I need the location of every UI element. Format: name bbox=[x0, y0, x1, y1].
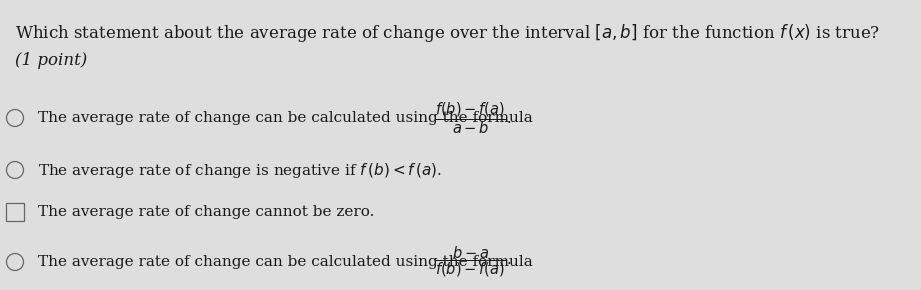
Text: $\dfrac{b-a}{f(b)-f(a)}$.: $\dfrac{b-a}{f(b)-f(a)}$. bbox=[435, 245, 511, 279]
Text: The average rate of change is negative if $f\,(b) < f\,(a)$.: The average rate of change is negative i… bbox=[38, 160, 442, 180]
Text: The average rate of change can be calculated using the formula: The average rate of change can be calcul… bbox=[38, 255, 542, 269]
Text: The average rate of change cannot be zero.: The average rate of change cannot be zer… bbox=[38, 205, 374, 219]
Text: (1 point): (1 point) bbox=[15, 52, 87, 69]
Text: $\dfrac{f(b)-f(a)}{a-b}$.: $\dfrac{f(b)-f(a)}{a-b}$. bbox=[435, 100, 511, 136]
Text: The average rate of change can be calculated using the formula: The average rate of change can be calcul… bbox=[38, 111, 542, 125]
Text: Which statement about the average rate of change over the interval $[a, b]$ for : Which statement about the average rate o… bbox=[15, 22, 880, 44]
